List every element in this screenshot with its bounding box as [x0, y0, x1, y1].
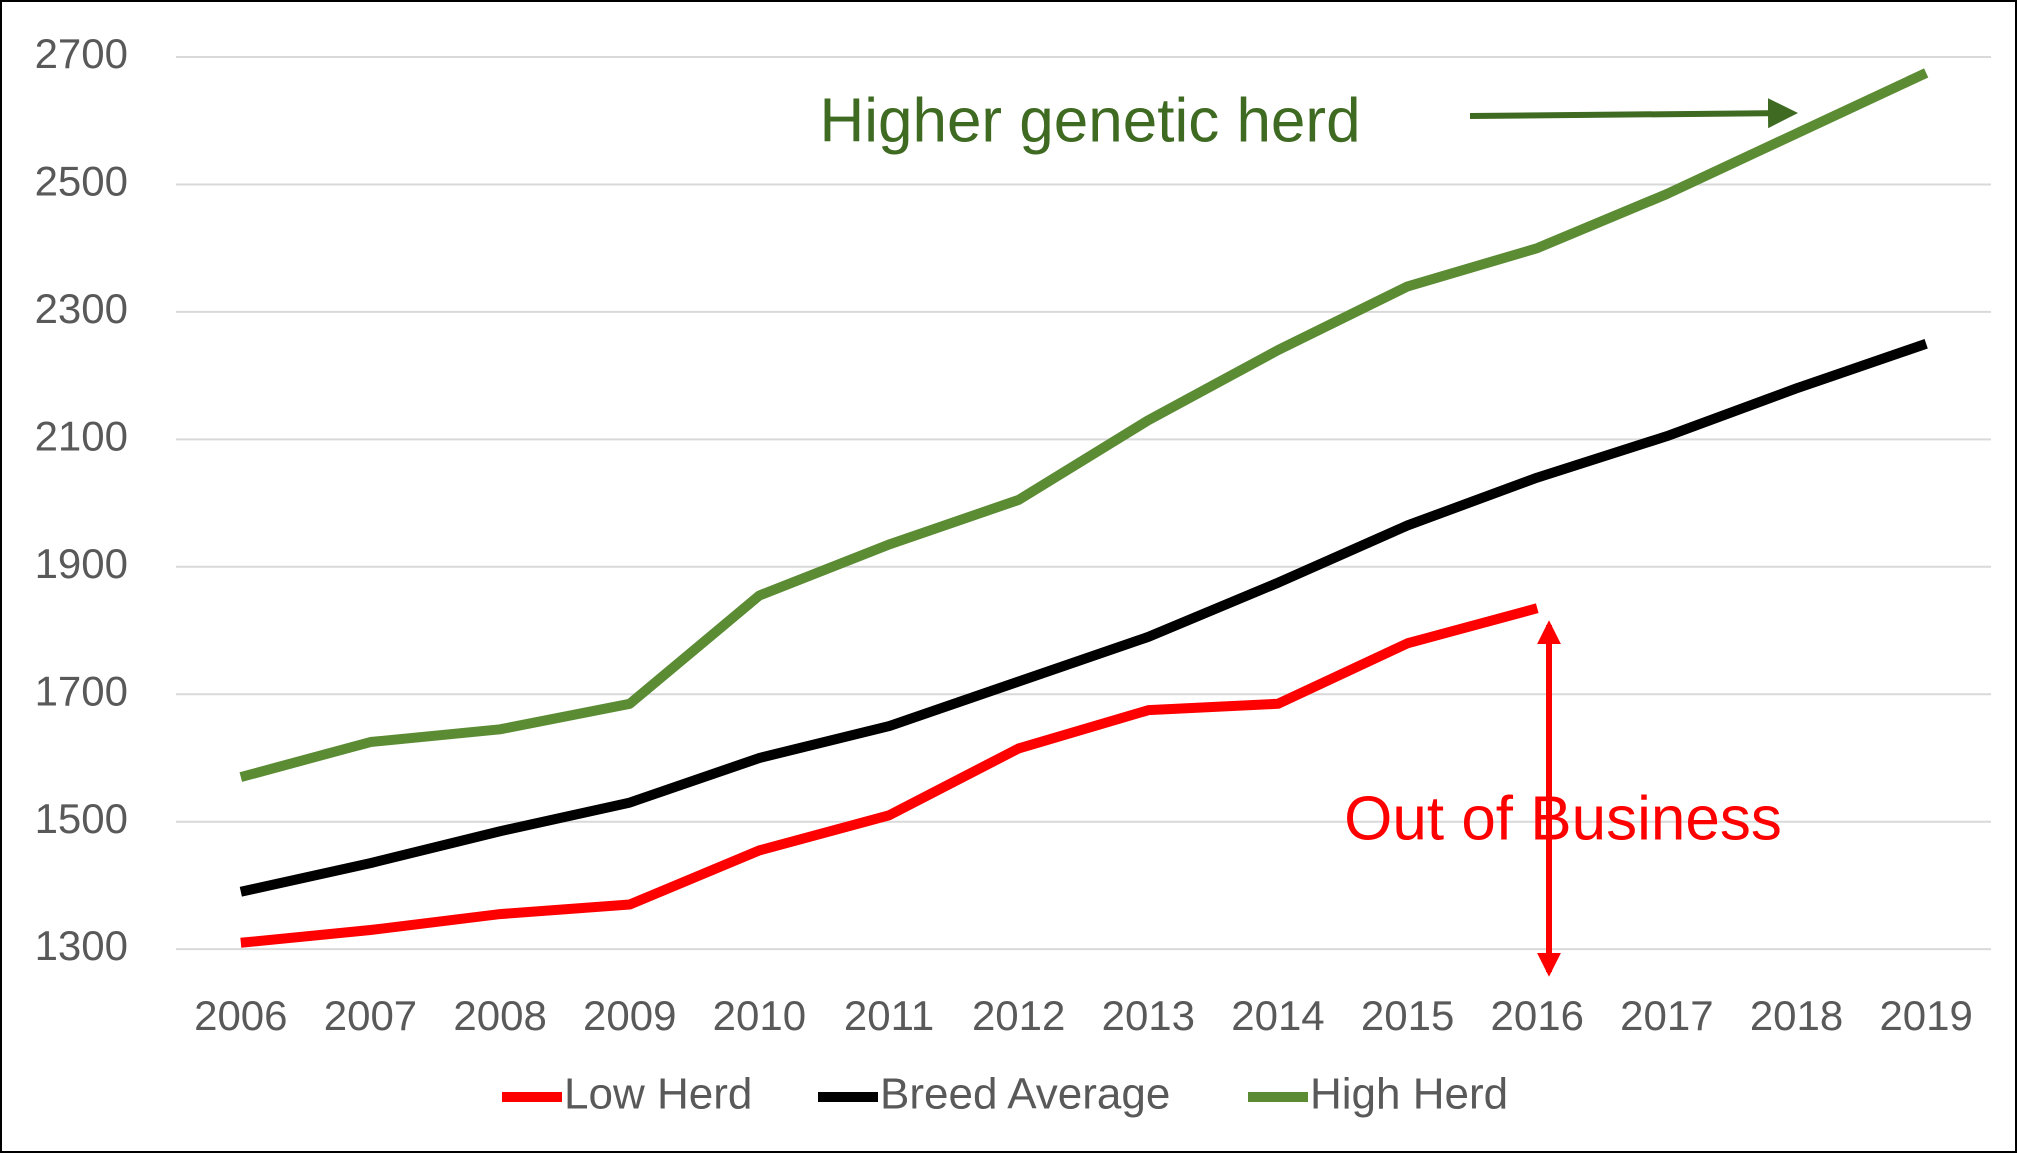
legend-label: Low Herd [564, 1070, 752, 1119]
x-tick-label: 2016 [1491, 992, 1584, 1039]
x-tick-label: 2012 [972, 992, 1065, 1039]
x-tick-label: 2018 [1750, 992, 1843, 1039]
x-tick-label: 2008 [453, 992, 546, 1039]
y-tick-label: 2100 [35, 412, 128, 459]
legend-label: High Herd [1310, 1070, 1508, 1119]
x-tick-label: 2007 [324, 992, 417, 1039]
y-tick-label: 1700 [35, 667, 128, 714]
annotation: Out of Business [1344, 784, 1782, 853]
y-tick-label: 1300 [35, 922, 128, 969]
annotation-arrow [1469, 98, 1798, 129]
y-tick-label: 1900 [35, 540, 128, 587]
annotation: Higher genetic herd [819, 86, 1360, 155]
legend-label: Breed Average [880, 1070, 1170, 1119]
x-tick-label: 2006 [194, 992, 287, 1039]
x-tick-label: 2017 [1620, 992, 1713, 1039]
x-tick-label: 2009 [583, 992, 676, 1039]
x-tick-label: 2014 [1231, 992, 1324, 1039]
y-tick-label: 2700 [35, 30, 128, 77]
y-tick-label: 2500 [35, 158, 128, 205]
x-tick-label: 2010 [713, 992, 806, 1039]
series-line [239, 68, 1929, 782]
series-line [240, 603, 1539, 948]
x-tick-label: 2019 [1879, 992, 1972, 1039]
x-tick-label: 2013 [1102, 992, 1195, 1039]
y-tick-label: 2300 [35, 285, 128, 332]
x-tick-label: 2011 [844, 992, 934, 1039]
series-line [239, 339, 1928, 897]
x-tick-label: 2015 [1361, 992, 1454, 1039]
y-tick-label: 1500 [35, 795, 128, 842]
